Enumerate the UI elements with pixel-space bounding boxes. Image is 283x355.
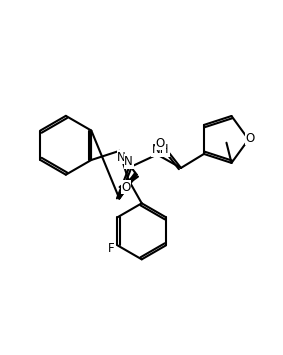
Text: O: O	[245, 132, 255, 144]
Text: N: N	[124, 155, 133, 168]
Text: O: O	[156, 137, 165, 150]
Text: F: F	[108, 242, 115, 255]
Text: NH: NH	[152, 143, 169, 156]
Text: O: O	[121, 181, 130, 193]
Text: N: N	[117, 151, 126, 164]
